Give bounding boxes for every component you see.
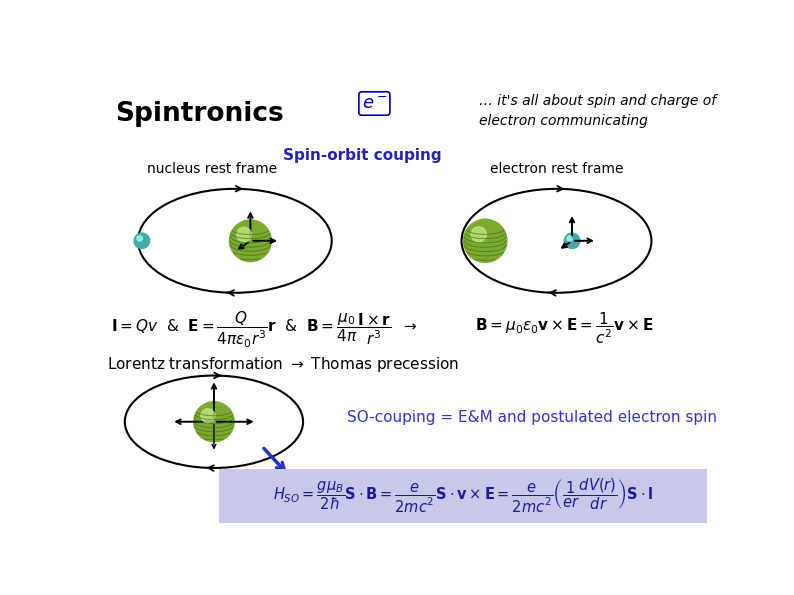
Text: nucleus rest frame: nucleus rest frame (147, 162, 276, 176)
Text: Spin-orbit couping: Spin-orbit couping (283, 148, 442, 164)
Text: $e^-$: $e^-$ (361, 95, 387, 112)
Circle shape (201, 409, 215, 423)
Circle shape (229, 220, 272, 262)
Text: … it's all about spin and charge of
electron communicating: … it's all about spin and charge of elec… (479, 95, 716, 128)
Circle shape (565, 233, 580, 249)
Circle shape (194, 402, 234, 441)
Circle shape (237, 227, 252, 242)
Text: SO-couping = E&M and postulated electron spin: SO-couping = E&M and postulated electron… (347, 410, 717, 425)
Text: $\mathbf{I} = Qv$  &  $\mathbf{E} = \dfrac{Q}{4\pi\varepsilon_0 r^3}\mathbf{r}$ : $\mathbf{I} = Qv$ & $\mathbf{E} = \dfrac… (111, 310, 418, 350)
Text: Spintronics: Spintronics (115, 101, 283, 127)
Text: electron rest frame: electron rest frame (490, 162, 623, 176)
FancyBboxPatch shape (218, 469, 707, 524)
Circle shape (464, 219, 507, 262)
Text: $H_{SO} = \dfrac{g\mu_B}{2\hbar}\mathbf{S}\cdot\mathbf{B} = \dfrac{e}{2mc^2}\mat: $H_{SO} = \dfrac{g\mu_B}{2\hbar}\mathbf{… (272, 477, 653, 515)
Circle shape (471, 227, 486, 242)
Text: $\mathbf{B} = \mu_0\varepsilon_0 \mathbf{v}\times\mathbf{E} = \dfrac{1}{c^2}\mat: $\mathbf{B} = \mu_0\varepsilon_0 \mathbf… (475, 310, 654, 346)
Circle shape (567, 236, 572, 241)
Circle shape (137, 236, 142, 241)
Circle shape (134, 233, 149, 249)
Text: Lorentz transformation $\rightarrow$ Thomas precession: Lorentz transformation $\rightarrow$ Tho… (107, 355, 459, 374)
